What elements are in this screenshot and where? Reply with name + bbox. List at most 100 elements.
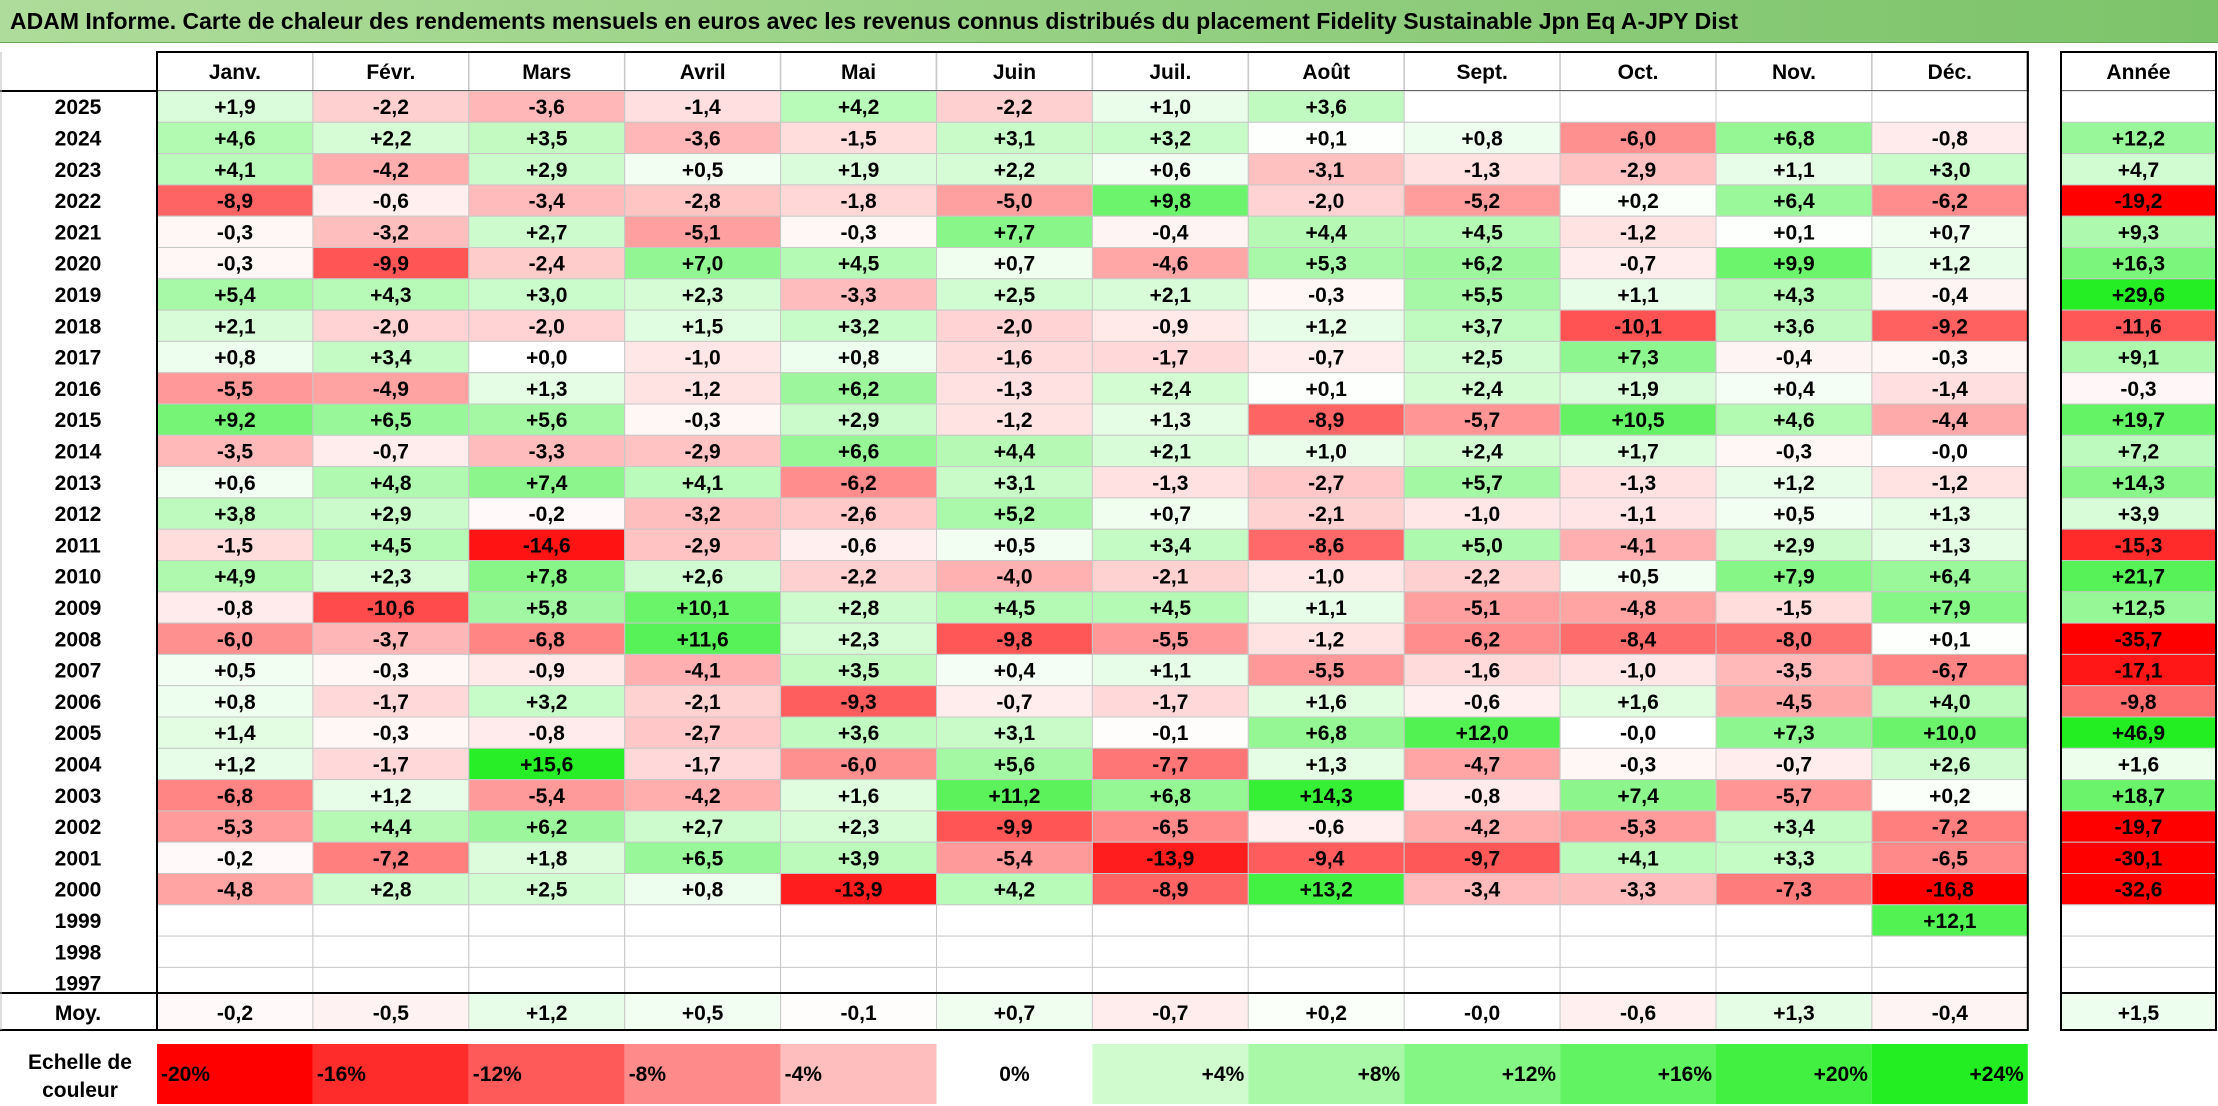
- heatmap-cell: [780, 685, 937, 718]
- annual-cell: [2060, 121, 2217, 155]
- heatmap-cell: [1403, 434, 1561, 468]
- scale-label: +8%: [1358, 1063, 1401, 1086]
- heatmap-cell: [624, 653, 782, 687]
- year-label: 2010: [55, 566, 102, 589]
- scale-swatch: [468, 1044, 625, 1104]
- cell-value: +5,7: [1461, 472, 1502, 495]
- cell-value: -9,4: [1308, 847, 1345, 870]
- cell-value: +7,8: [526, 566, 568, 589]
- annual-value: -15,3: [2115, 534, 2163, 557]
- year-label: 2020: [55, 253, 102, 276]
- month-header: Nov.: [1772, 61, 1816, 84]
- year-label: 1998: [55, 941, 102, 964]
- average-cell: [1871, 992, 2029, 1031]
- cell-value: +2,8: [838, 597, 880, 620]
- cell-value: -0,3: [1776, 440, 1812, 463]
- cell-value: +3,2: [838, 315, 879, 338]
- cell-value: +1,2: [214, 753, 255, 776]
- cell-value: +0,1: [1929, 628, 1971, 651]
- heatmap-cell: [1715, 278, 1873, 311]
- heatmap-cell: [468, 247, 626, 280]
- cell-value: +1,8: [526, 847, 568, 870]
- heatmap-cell: [156, 215, 314, 248]
- cell-value: -3,5: [217, 440, 254, 463]
- cell-value: +6,6: [838, 440, 879, 463]
- heatmap-cell: [1715, 434, 1873, 468]
- cell-value: -2,2: [996, 96, 1032, 119]
- heatmap-cell: [1403, 591, 1561, 624]
- cell-value: -5,7: [1776, 785, 1812, 808]
- heatmap-cell: [156, 716, 314, 749]
- heatmap-cell: [624, 622, 782, 655]
- cell-value: -9,3: [840, 691, 876, 714]
- cell-value: +3,5: [838, 660, 880, 683]
- scale-swatch: [157, 1044, 313, 1104]
- cell-value: +4,4: [370, 816, 412, 839]
- annual-value: -17,1: [2115, 660, 2163, 683]
- heatmap-cell: [1091, 622, 1249, 655]
- cell-value: -1,3: [1464, 159, 1500, 182]
- average-annual-value: +1,5: [2118, 1002, 2160, 1025]
- annual-value: +12,2: [2112, 127, 2165, 150]
- cell-value: -5,4: [996, 847, 1033, 870]
- cell-value: -2,1: [1152, 566, 1189, 589]
- heatmap-cell: [156, 247, 314, 280]
- cell-value: +0,5: [1617, 566, 1659, 589]
- heatmap-cell: [1715, 466, 1873, 499]
- cell-value: +3,2: [1150, 127, 1191, 150]
- cell-value: -1,7: [373, 753, 409, 776]
- cell-value: +0,5: [214, 660, 256, 683]
- heatmap-cell: [1247, 372, 1405, 405]
- cell-value: +3,0: [1929, 159, 1970, 182]
- year-label: 2012: [55, 503, 102, 526]
- annual-value: -19,7: [2115, 816, 2163, 839]
- cell-value: -1,1: [1620, 503, 1657, 526]
- heatmap-cell: [780, 716, 937, 749]
- cell-value: +2,3: [838, 816, 879, 839]
- cell-value: -6,2: [1932, 190, 1968, 213]
- cell-value: +6,8: [1150, 785, 1192, 808]
- cell-value: +2,4: [1461, 378, 1503, 401]
- cell-value: -8,6: [1308, 534, 1344, 557]
- month-header: Juil.: [1149, 61, 1191, 84]
- heatmap-cell: [1559, 278, 1717, 311]
- cell-value: -2,0: [996, 315, 1032, 338]
- cell-value: +7,4: [1617, 785, 1659, 808]
- cell-value: +1,2: [1306, 315, 1347, 338]
- cell-value: +6,5: [370, 409, 412, 432]
- cell-value: -2,2: [373, 96, 409, 119]
- heatmap-cell: [1247, 653, 1405, 687]
- heatmap-cell: [1091, 716, 1249, 749]
- cell-value: +15,6: [520, 753, 573, 776]
- heatmap-cell: [1403, 873, 1561, 906]
- cell-value: +7,7: [994, 221, 1035, 244]
- heatmap-cell: [312, 685, 470, 718]
- cell-value: +2,6: [682, 566, 723, 589]
- heatmap-cell: [1871, 560, 2029, 593]
- heatmap-cell: [156, 497, 314, 530]
- cell-value: -4,1: [685, 660, 722, 683]
- cell-value: +1,7: [1617, 440, 1658, 463]
- heatmap-cell: [1559, 779, 1717, 812]
- year-label: 2014: [55, 440, 102, 463]
- cell-value: -8,9: [1308, 409, 1344, 432]
- cell-value: -3,3: [1620, 879, 1656, 902]
- cell-value: +2,5: [1461, 347, 1503, 370]
- annual-cell: [2060, 685, 2217, 718]
- cell-value: -10,6: [367, 597, 415, 620]
- heatmap-cell: [1559, 591, 1717, 624]
- heatmap-cell: [624, 528, 782, 562]
- heatmap-cell: [1403, 215, 1561, 248]
- scale-swatch: [1404, 1044, 1561, 1104]
- heatmap-cell: [936, 121, 1093, 155]
- heatmap-cell: [1715, 622, 1873, 655]
- heatmap-cell: [468, 278, 626, 311]
- heatmap-cell: [1559, 340, 1717, 374]
- heatmap-cell: [780, 904, 937, 937]
- heatmap-cell: [468, 904, 626, 937]
- cell-value: +12,0: [1456, 722, 1509, 745]
- cell-value: -6,0: [217, 628, 253, 651]
- cell-value: +3,4: [1773, 816, 1815, 839]
- cell-value: -5,4: [529, 785, 566, 808]
- scale-label: +16%: [1658, 1063, 1713, 1086]
